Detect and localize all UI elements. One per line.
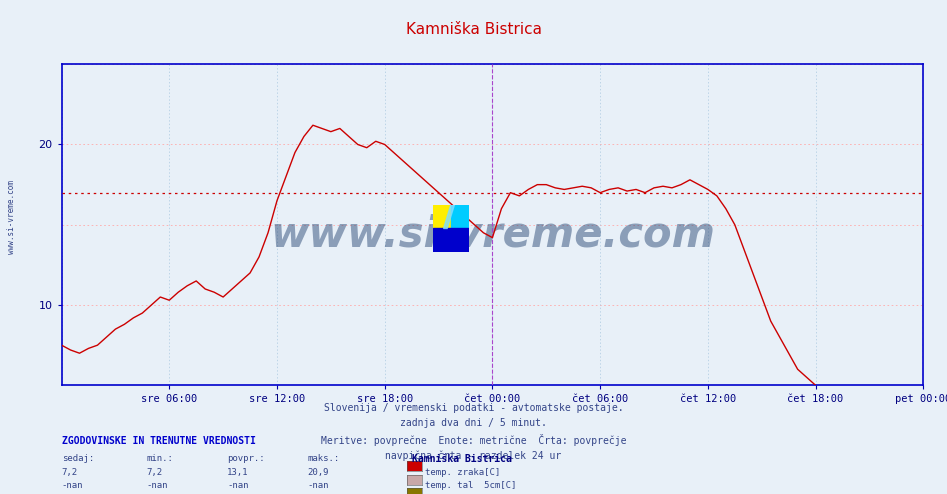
Text: -nan: -nan [62, 481, 83, 490]
Text: www.si-vreme.com: www.si-vreme.com [270, 213, 715, 255]
Text: maks.:: maks.: [308, 454, 340, 463]
Bar [433, 205, 451, 228]
Text: 20,9: 20,9 [308, 468, 330, 477]
Text: 7,2: 7,2 [147, 468, 163, 477]
Text: temp. zraka[C]: temp. zraka[C] [425, 468, 500, 477]
Text: temp. tal  5cm[C]: temp. tal 5cm[C] [425, 481, 516, 490]
Polygon shape [443, 205, 455, 228]
Text: Kamniška Bistrica: Kamniška Bistrica [405, 22, 542, 37]
Bar [433, 228, 469, 252]
Text: www.si-vreme.com: www.si-vreme.com [7, 180, 16, 254]
Text: sedaj:: sedaj: [62, 454, 94, 463]
Text: Meritve: povprečne  Enote: metrične  Črta: povprečje: Meritve: povprečne Enote: metrične Črta:… [321, 434, 626, 446]
Text: zadnja dva dni / 5 minut.: zadnja dva dni / 5 minut. [400, 418, 547, 428]
Text: 7,2: 7,2 [62, 468, 78, 477]
Bar [451, 205, 469, 228]
Text: ZGODOVINSKE IN TRENUTNE VREDNOSTI: ZGODOVINSKE IN TRENUTNE VREDNOSTI [62, 436, 256, 446]
Text: povpr.:: povpr.: [227, 454, 265, 463]
Text: Slovenija / vremenski podatki - avtomatske postaje.: Slovenija / vremenski podatki - avtomats… [324, 403, 623, 412]
Text: Kamniška Bistrica: Kamniška Bistrica [412, 454, 511, 464]
Text: 13,1: 13,1 [227, 468, 249, 477]
Text: min.:: min.: [147, 454, 173, 463]
Text: -nan: -nan [147, 481, 169, 490]
Text: -nan: -nan [227, 481, 249, 490]
Text: -nan: -nan [308, 481, 330, 490]
Text: navpična črta - razdelek 24 ur: navpična črta - razdelek 24 ur [385, 450, 562, 460]
